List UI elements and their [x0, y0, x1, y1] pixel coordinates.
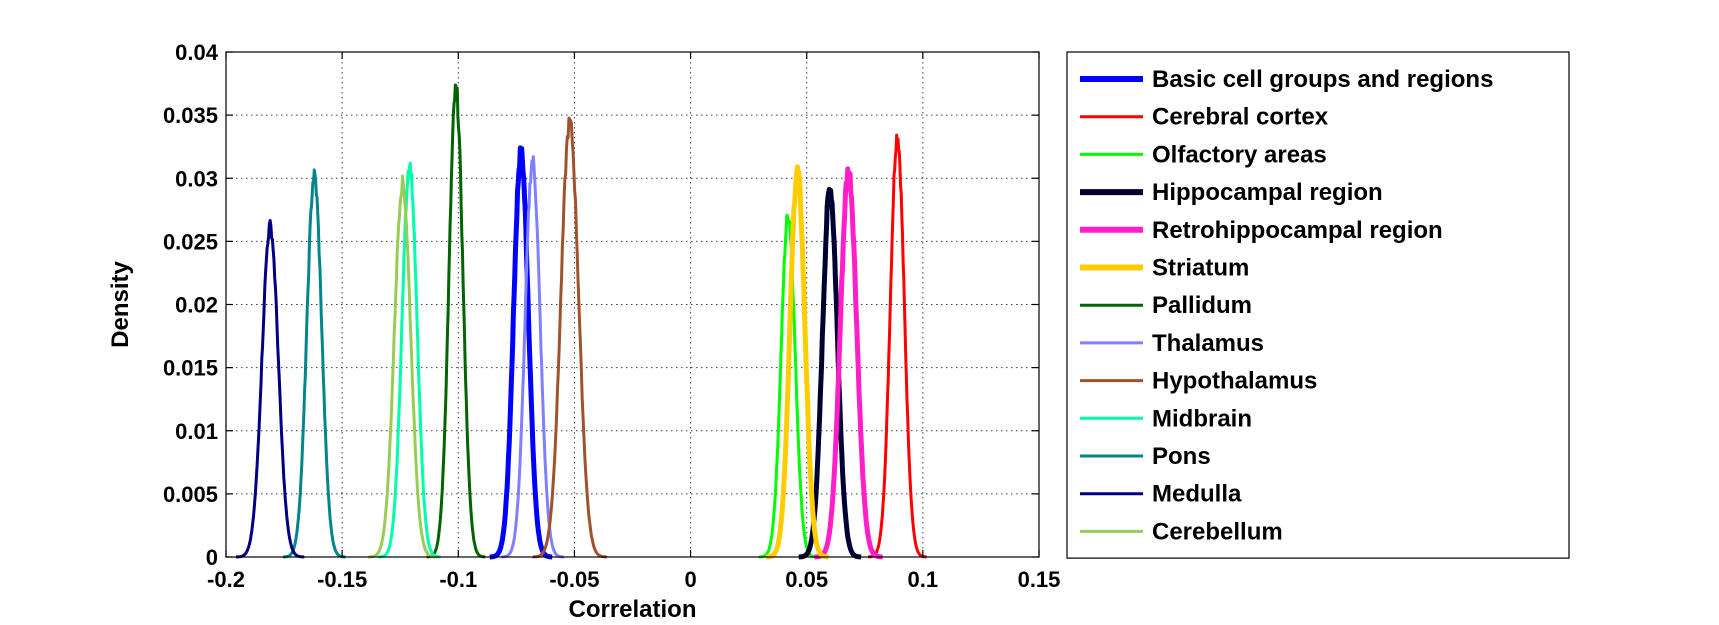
y-tick-label: 0.02: [175, 293, 218, 318]
legend-label: Pallidum: [1152, 292, 1252, 319]
x-tick-label: 0.15: [1018, 567, 1061, 592]
legend-label: Thalamus: [1152, 330, 1264, 357]
legend-label: Cerebral cortex: [1152, 104, 1329, 131]
series-line-0: [487, 145, 555, 560]
series-line-6: [425, 83, 487, 559]
y-tick-label: 0.01: [175, 419, 218, 444]
legend-label: Olfactory areas: [1152, 141, 1327, 168]
series-line-12: [367, 174, 438, 559]
series-line-4: [812, 166, 885, 560]
axis-ticks: -0.2 -0.15 -0.1 -0.05 0 0.05 0.1 0.15 0 0.005 0.01…: [163, 40, 1060, 592]
y-tick-label: 0.025: [163, 229, 218, 254]
grid-lines: [226, 52, 1039, 557]
y-tick-label: 0: [206, 545, 218, 570]
y-tick-label: 0.005: [163, 482, 218, 507]
x-tick-label: -0.2: [207, 567, 245, 592]
series-line-9: [377, 161, 442, 559]
legend-label: Hippocampal region: [1152, 179, 1383, 206]
y-axis-label: Density: [107, 261, 134, 348]
legend-label: Midbrain: [1152, 405, 1252, 432]
y-tick-label: 0.015: [163, 356, 218, 381]
x-tick-label: 0.1: [908, 567, 939, 592]
y-tick-label: 0.03: [175, 166, 218, 191]
x-tick-label: -0.15: [317, 567, 367, 592]
legend-label: Cerebellum: [1152, 518, 1283, 545]
y-tick-label: 0.035: [163, 103, 218, 128]
y-tick-label: 0.04: [175, 40, 219, 65]
series-line-5: [764, 164, 831, 560]
series-line-7: [500, 155, 565, 559]
series-line-10: [282, 168, 347, 559]
legend-box: [1066, 51, 1570, 559]
x-tick-label: 0.05: [785, 567, 828, 592]
legend-label: Retrohippocampal region: [1152, 217, 1443, 244]
series-line-1: [867, 133, 928, 559]
legend-label: Pons: [1152, 443, 1211, 470]
x-tick-label: 0: [684, 567, 696, 592]
legend-label: Basic cell groups and regions: [1152, 66, 1493, 93]
legend-label: Medulla: [1152, 481, 1242, 508]
legend-label: Striatum: [1152, 255, 1249, 282]
x-tick-label: -0.1: [439, 567, 477, 592]
x-tick-label: -0.05: [549, 567, 599, 592]
series-line-8: [532, 116, 608, 559]
series-line-11: [235, 219, 306, 559]
series-line-3: [796, 186, 863, 560]
legend-items: Basic cell groups and regions Cerebral co…: [1080, 66, 1493, 545]
x-axis-label: Correlation: [568, 596, 696, 623]
legend: Basic cell groups and regions Cerebral co…: [1066, 51, 1570, 559]
legend-label: Hypothalamus: [1152, 368, 1317, 395]
series-lines: [235, 83, 928, 560]
